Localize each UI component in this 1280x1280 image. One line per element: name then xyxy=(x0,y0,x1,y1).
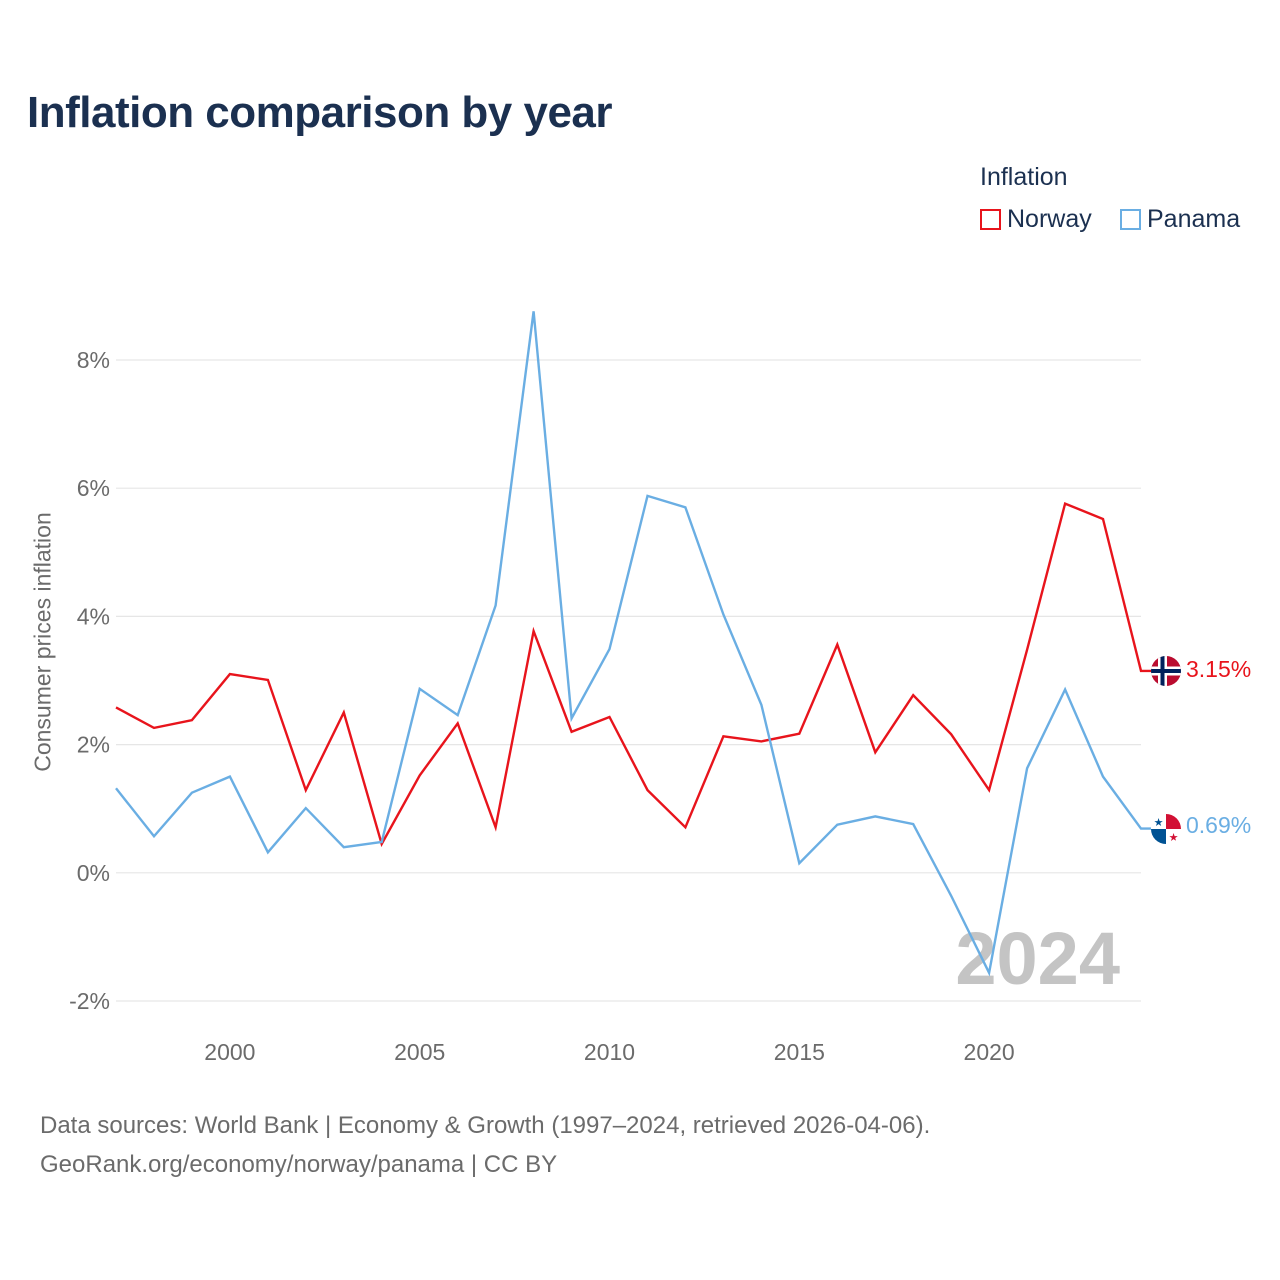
legend-title: Inflation xyxy=(980,163,1068,191)
chart-title: Inflation comparison by year xyxy=(27,88,613,137)
legend-swatch-norway xyxy=(980,209,1001,230)
series-line-panama[interactable] xyxy=(115,311,1151,977)
panama-end-label: 0.69% xyxy=(1186,812,1251,838)
y-tick-label: 6% xyxy=(77,475,110,501)
y-tick-label: -2% xyxy=(69,988,110,1014)
legend-item-panama[interactable]: Panama xyxy=(1120,205,1240,234)
svg-text:★: ★ xyxy=(1169,831,1179,844)
y-tick-label: 2% xyxy=(77,732,110,758)
y-tick-label: 4% xyxy=(77,603,110,629)
norway-flag-icon xyxy=(1151,656,1181,686)
norway-end-label: 3.15% xyxy=(1186,656,1251,682)
svg-text:★: ★ xyxy=(1154,816,1164,829)
x-tick-label: 2020 xyxy=(964,1039,1015,1065)
legend-label-norway: Norway xyxy=(1007,205,1092,233)
legend-swatch-panama xyxy=(1120,209,1141,230)
data-source-note: Data sources: World Bank | Economy & Gro… xyxy=(40,1106,930,1184)
x-tick-label: 2015 xyxy=(774,1039,825,1065)
source-line-1: Data sources: World Bank | Economy & Gro… xyxy=(40,1112,931,1139)
x-tick-label: 2005 xyxy=(394,1039,445,1065)
panama-flag-icon: ★ ★ xyxy=(1151,814,1181,844)
y-tick-label: 0% xyxy=(77,860,110,886)
x-tick-label: 2010 xyxy=(584,1039,635,1065)
legend-item-norway[interactable]: Norway xyxy=(980,205,1092,234)
source-line-2[interactable]: GeoRank.org/economy/norway/panama | CC B… xyxy=(40,1151,558,1178)
legend-label-panama: Panama xyxy=(1147,205,1241,233)
year-watermark: 2024 xyxy=(955,917,1120,1000)
x-tick-label: 2000 xyxy=(204,1039,255,1065)
y-tick-label: 8% xyxy=(77,347,110,373)
series-line-norway[interactable] xyxy=(115,501,1151,848)
